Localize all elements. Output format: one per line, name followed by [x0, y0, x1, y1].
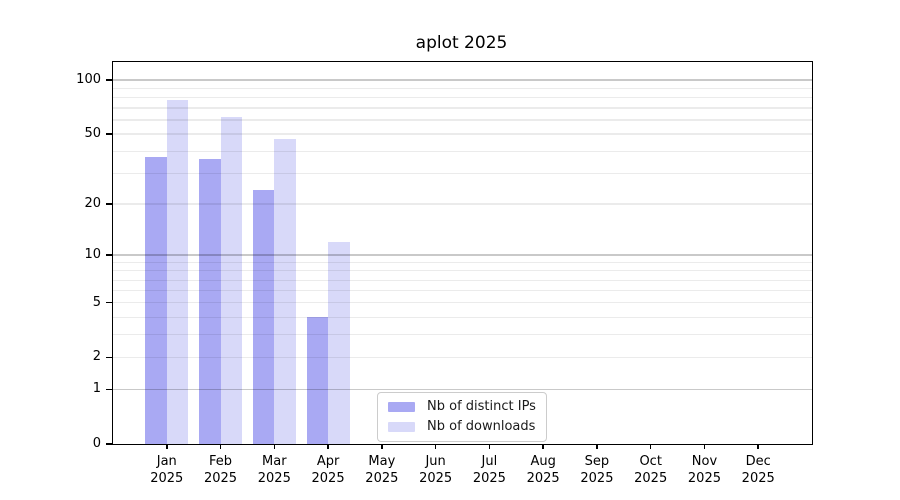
x-tick-label: Mar 2025 — [257, 454, 291, 486]
y-tick-mark — [105, 133, 112, 135]
chart-title: aplot 2025 — [415, 33, 508, 53]
y-tick-label: 50 — [84, 125, 101, 141]
bar-nb-of-distinct-ips-apr — [306, 317, 329, 444]
y-tick-label: 2 — [92, 349, 101, 365]
x-tick-label: Nov 2025 — [687, 454, 721, 486]
x-tick-mark — [327, 444, 329, 449]
y-tick-mark — [105, 443, 112, 445]
x-tick-label: Aug 2025 — [526, 454, 560, 486]
x-tick-label: Jun 2025 — [419, 454, 453, 486]
x-tick-label: Jan 2025 — [150, 454, 184, 486]
minor-gridline — [113, 150, 812, 152]
x-tick-label: Dec 2025 — [741, 454, 775, 486]
x-tick-label: Apr 2025 — [311, 454, 345, 486]
y-tick-mark — [105, 356, 112, 359]
x-tick-mark — [542, 444, 544, 449]
major-gridline — [113, 79, 812, 81]
y-tick-label: 5 — [92, 294, 101, 310]
x-tick-label: Feb 2025 — [203, 454, 238, 486]
legend-item-downloads: Nb of downloads — [388, 419, 536, 434]
x-tick-mark — [219, 444, 222, 449]
bar-nb-of-distinct-ips-feb — [199, 159, 221, 444]
legend-label-downloads: Nb of downloads — [427, 419, 536, 434]
x-tick-mark — [703, 444, 706, 449]
x-tick-mark — [596, 444, 598, 449]
x-tick-mark — [166, 444, 168, 449]
minor-gridline — [113, 107, 812, 109]
y-tick-mark — [105, 79, 112, 81]
legend-label-distinct-ips: Nb of distinct IPs — [427, 399, 536, 414]
y-tick-mark — [105, 203, 112, 205]
x-tick-mark — [434, 444, 437, 449]
minor-gridline — [113, 96, 812, 99]
bar-nb-of-distinct-ips-jan — [145, 157, 167, 444]
y-tick-mark — [105, 388, 112, 391]
bar-nb-of-distinct-ips-mar — [252, 190, 275, 444]
bar-nb-of-downloads-jan — [166, 100, 189, 444]
y-tick-label: 0 — [92, 436, 101, 451]
x-tick-label: May 2025 — [365, 454, 399, 486]
x-tick-mark — [757, 444, 759, 449]
x-tick-mark — [649, 444, 652, 449]
legend: Nb of distinct IPs Nb of downloads — [377, 392, 547, 442]
x-tick-label: Jul 2025 — [472, 454, 506, 486]
legend-swatch-downloads — [388, 421, 415, 432]
minor-gridline — [113, 119, 812, 121]
x-tick-mark — [273, 444, 276, 449]
x-tick-label: Oct 2025 — [634, 454, 668, 486]
y-tick-label: 100 — [76, 72, 101, 88]
plot-area: Nb of distinct IPs Nb of downloads 0 1 2 5 1… — [76, 61, 813, 486]
x-tick-mark — [381, 444, 383, 449]
x-tick-label: Sep 2025 — [580, 454, 614, 486]
legend-item-distinct-ips: Nb of distinct IPs — [388, 399, 536, 414]
y-tick-mark — [105, 254, 112, 256]
y-tick-label: 1 — [92, 381, 101, 397]
x-tick-mark — [488, 444, 491, 449]
bar-nb-of-downloads-apr — [328, 241, 350, 444]
legend-swatch-distinct-ips — [388, 401, 415, 412]
minor-gridline — [113, 87, 812, 89]
y-tick-mark — [105, 301, 112, 304]
y-tick-label: 20 — [84, 195, 101, 211]
y-tick-label: 10 — [84, 246, 101, 262]
minor-gridline — [113, 133, 812, 135]
bar-nb-of-downloads-feb — [220, 117, 243, 444]
bar-nb-of-downloads-mar — [274, 138, 296, 444]
